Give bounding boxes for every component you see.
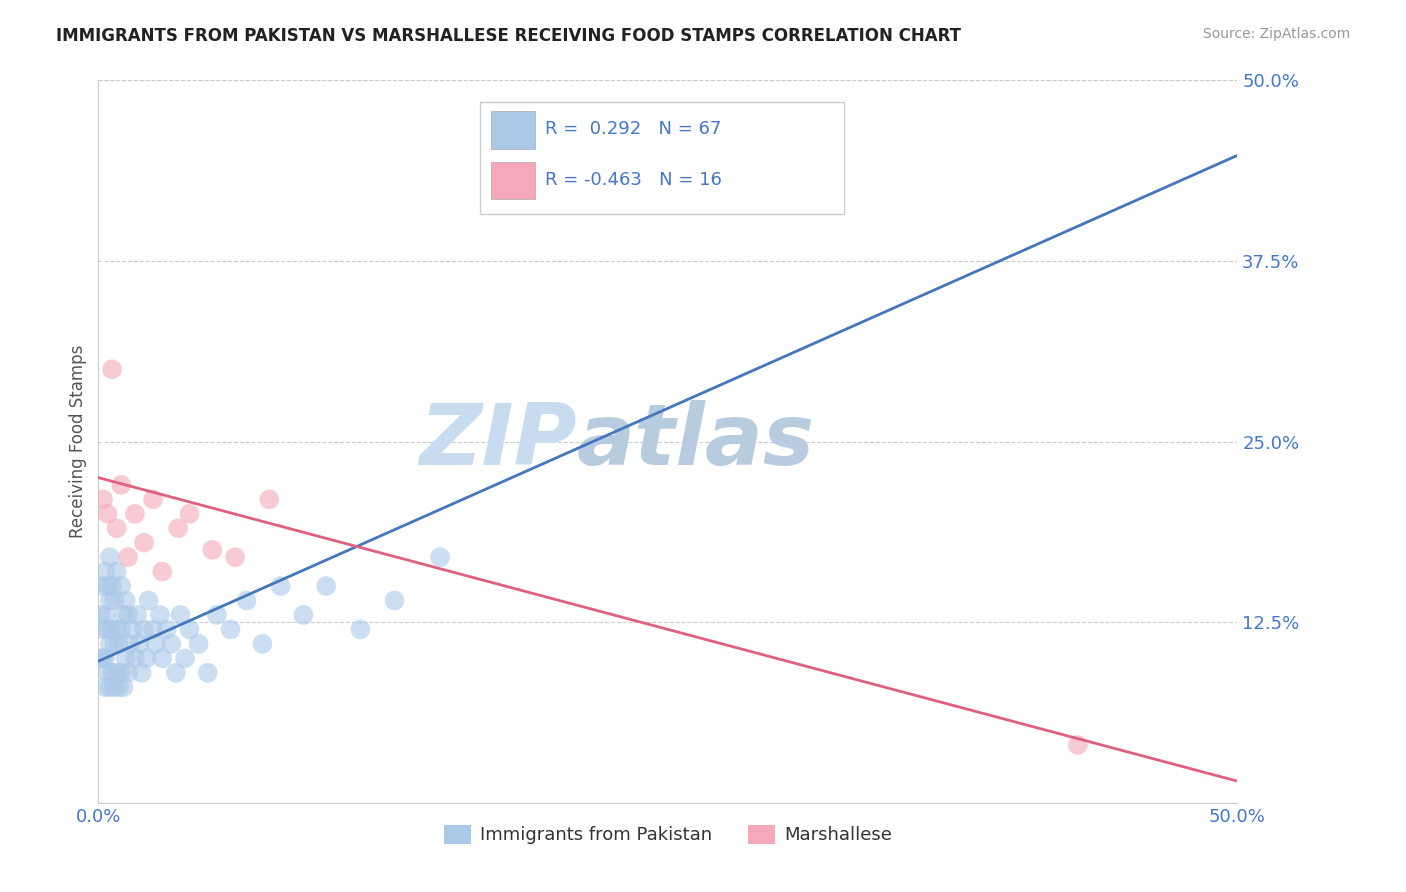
Point <box>117 550 139 565</box>
FancyBboxPatch shape <box>491 162 534 200</box>
Point <box>108 680 131 694</box>
Point <box>201 542 224 557</box>
Point <box>219 623 242 637</box>
Point <box>384 593 406 607</box>
Point <box>179 507 201 521</box>
Point <box>90 607 112 622</box>
Point <box>132 535 155 549</box>
Point <box>91 623 114 637</box>
Point <box>112 607 135 622</box>
Point <box>98 637 121 651</box>
FancyBboxPatch shape <box>491 112 534 149</box>
Point <box>112 680 135 694</box>
Point <box>94 607 117 622</box>
Text: ZIP: ZIP <box>419 400 576 483</box>
Point <box>110 665 132 680</box>
Point <box>315 579 337 593</box>
Text: R =  0.292   N = 67: R = 0.292 N = 67 <box>546 120 721 138</box>
Point <box>94 680 117 694</box>
Point <box>114 651 136 665</box>
Point <box>156 623 179 637</box>
Point <box>101 579 124 593</box>
Point <box>98 550 121 565</box>
Point <box>124 507 146 521</box>
Point <box>259 492 281 507</box>
Point <box>90 651 112 665</box>
Point <box>91 492 114 507</box>
Point <box>117 665 139 680</box>
Point <box>131 665 153 680</box>
Point <box>110 623 132 637</box>
Point <box>349 623 371 637</box>
Point <box>128 637 150 651</box>
Text: Source: ZipAtlas.com: Source: ZipAtlas.com <box>1202 27 1350 41</box>
FancyBboxPatch shape <box>479 102 845 214</box>
Point <box>105 521 128 535</box>
Point <box>96 579 118 593</box>
Point <box>117 607 139 622</box>
Point <box>252 637 274 651</box>
Point <box>91 651 114 665</box>
Point <box>270 579 292 593</box>
Point <box>101 623 124 637</box>
Point <box>91 579 114 593</box>
Point <box>150 565 173 579</box>
Text: IMMIGRANTS FROM PAKISTAN VS MARSHALLESE RECEIVING FOOD STAMPS CORRELATION CHART: IMMIGRANTS FROM PAKISTAN VS MARSHALLESE … <box>56 27 962 45</box>
Point <box>103 680 125 694</box>
Point <box>132 623 155 637</box>
Point <box>179 623 201 637</box>
Point <box>110 579 132 593</box>
Point <box>120 637 142 651</box>
Point <box>94 651 117 665</box>
Point <box>235 593 257 607</box>
Point <box>103 637 125 651</box>
Point <box>174 651 197 665</box>
Point <box>142 492 165 507</box>
Point <box>101 362 124 376</box>
Point <box>121 623 143 637</box>
Point <box>142 623 165 637</box>
Point <box>224 550 246 565</box>
Point <box>98 593 121 607</box>
Point <box>145 637 167 651</box>
Point <box>108 637 131 651</box>
Point <box>165 665 187 680</box>
Point <box>105 665 128 680</box>
Point <box>94 565 117 579</box>
Point <box>127 607 149 622</box>
Legend: Immigrants from Pakistan, Marshallese: Immigrants from Pakistan, Marshallese <box>436 818 900 852</box>
Point <box>105 623 128 637</box>
Point <box>110 478 132 492</box>
Point <box>292 607 315 622</box>
Point <box>124 651 146 665</box>
Point <box>197 665 219 680</box>
Point <box>167 521 190 535</box>
Text: atlas: atlas <box>576 400 815 483</box>
Point <box>429 550 451 565</box>
Text: R = -0.463   N = 16: R = -0.463 N = 16 <box>546 171 721 189</box>
Point <box>135 651 157 665</box>
Point <box>169 607 191 622</box>
Point <box>101 665 124 680</box>
Point <box>103 593 125 607</box>
Point <box>150 651 173 665</box>
Point <box>105 565 128 579</box>
Point <box>160 637 183 651</box>
Point <box>187 637 209 651</box>
Point <box>1067 738 1090 752</box>
Point <box>98 680 121 694</box>
Y-axis label: Receiving Food Stamps: Receiving Food Stamps <box>69 345 87 538</box>
Point <box>205 607 228 622</box>
Point <box>138 593 160 607</box>
Point <box>149 607 172 622</box>
Point <box>114 593 136 607</box>
Point <box>96 665 118 680</box>
Point <box>96 623 118 637</box>
Point <box>96 507 118 521</box>
